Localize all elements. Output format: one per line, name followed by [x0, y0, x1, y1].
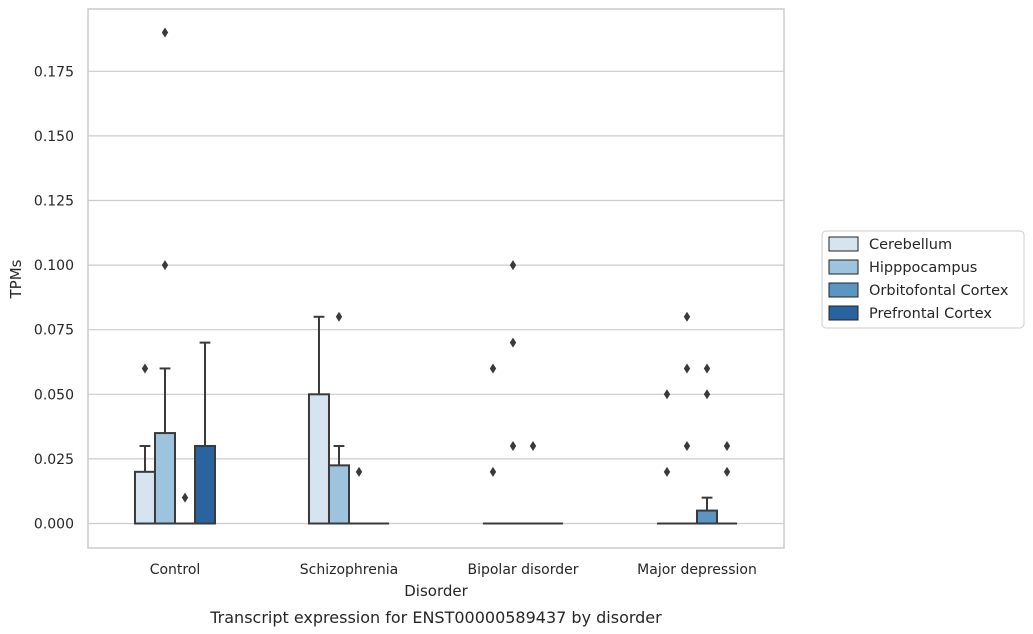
- outlier-point: [181, 492, 189, 503]
- y-tick-label: 0.000: [34, 517, 74, 533]
- outlier-point: [703, 389, 711, 400]
- box: [307, 393, 330, 525]
- outlier-point: [529, 440, 537, 451]
- outlier-point: [489, 466, 497, 477]
- x-tick-label: Schizophrenia: [300, 562, 398, 578]
- y-tick-label: 0.100: [34, 258, 74, 274]
- outlier-point: [683, 311, 691, 322]
- outlier-point: [335, 311, 343, 322]
- y-tick-label: 0.150: [34, 129, 74, 145]
- x-tick-label: Control: [150, 562, 201, 578]
- outlier-point: [683, 440, 691, 451]
- legend-label: Hipppocampus: [869, 260, 977, 276]
- box: [194, 444, 217, 525]
- box: [327, 464, 350, 525]
- legend: Cerebellum Hipppocampus Orbitofontal Corte…: [821, 230, 1025, 329]
- outliers: [141, 27, 731, 503]
- boxes: [133, 315, 738, 525]
- y-tick-label: 0.175: [34, 64, 74, 80]
- outlier-point: [683, 363, 691, 374]
- legend-label: Cerebellum: [869, 237, 952, 253]
- outlier-point: [161, 260, 169, 271]
- outlier-point: [141, 363, 149, 374]
- y-tick-label: 0.050: [34, 387, 74, 403]
- y-tick-label: 0.075: [34, 323, 74, 339]
- outlier-point: [703, 363, 711, 374]
- outlier-point: [509, 260, 517, 271]
- plot-frame: [87, 8, 785, 549]
- y-axis-ticks: 0.000 0.025 0.050 0.075 0.100 0.125 0.150 0.175: [34, 64, 74, 532]
- y-tick-label: 0.125: [34, 194, 74, 210]
- x-axis-title: Disorder: [404, 582, 468, 600]
- outlier-point: [355, 466, 363, 477]
- outlier-point: [663, 466, 671, 477]
- outlier-point: [723, 466, 731, 477]
- legend-label: Prefrontal Cortex: [869, 306, 992, 322]
- gridlines: [88, 70, 784, 525]
- x-axis-ticks: Control Schizophrenia Bipolar disorder Majo…: [150, 562, 757, 578]
- x-tick-label: Bipolar disorder: [467, 562, 578, 578]
- y-axis-title: TPMs: [7, 259, 25, 299]
- legend-frame: [821, 230, 1025, 329]
- legend-label: Orbitofontal Cortex: [869, 283, 1009, 299]
- y-tick-label: 0.025: [34, 452, 74, 468]
- chart-caption: Transcript expression for ENST0000058943…: [209, 608, 662, 627]
- box: [133, 470, 156, 525]
- outlier-point: [489, 363, 497, 374]
- x-tick-label: Major depression: [637, 562, 757, 578]
- legend-swatch: [828, 282, 859, 298]
- outlier-point: [723, 440, 731, 451]
- outlier-point: [161, 27, 169, 38]
- outlier-point: [509, 337, 517, 348]
- legend-swatch: [828, 305, 859, 321]
- box: [153, 432, 177, 525]
- box: [696, 509, 719, 525]
- legend-swatch: [828, 259, 859, 275]
- outlier-point: [663, 389, 671, 400]
- outlier-point: [509, 440, 517, 451]
- legend-swatch: [828, 236, 859, 252]
